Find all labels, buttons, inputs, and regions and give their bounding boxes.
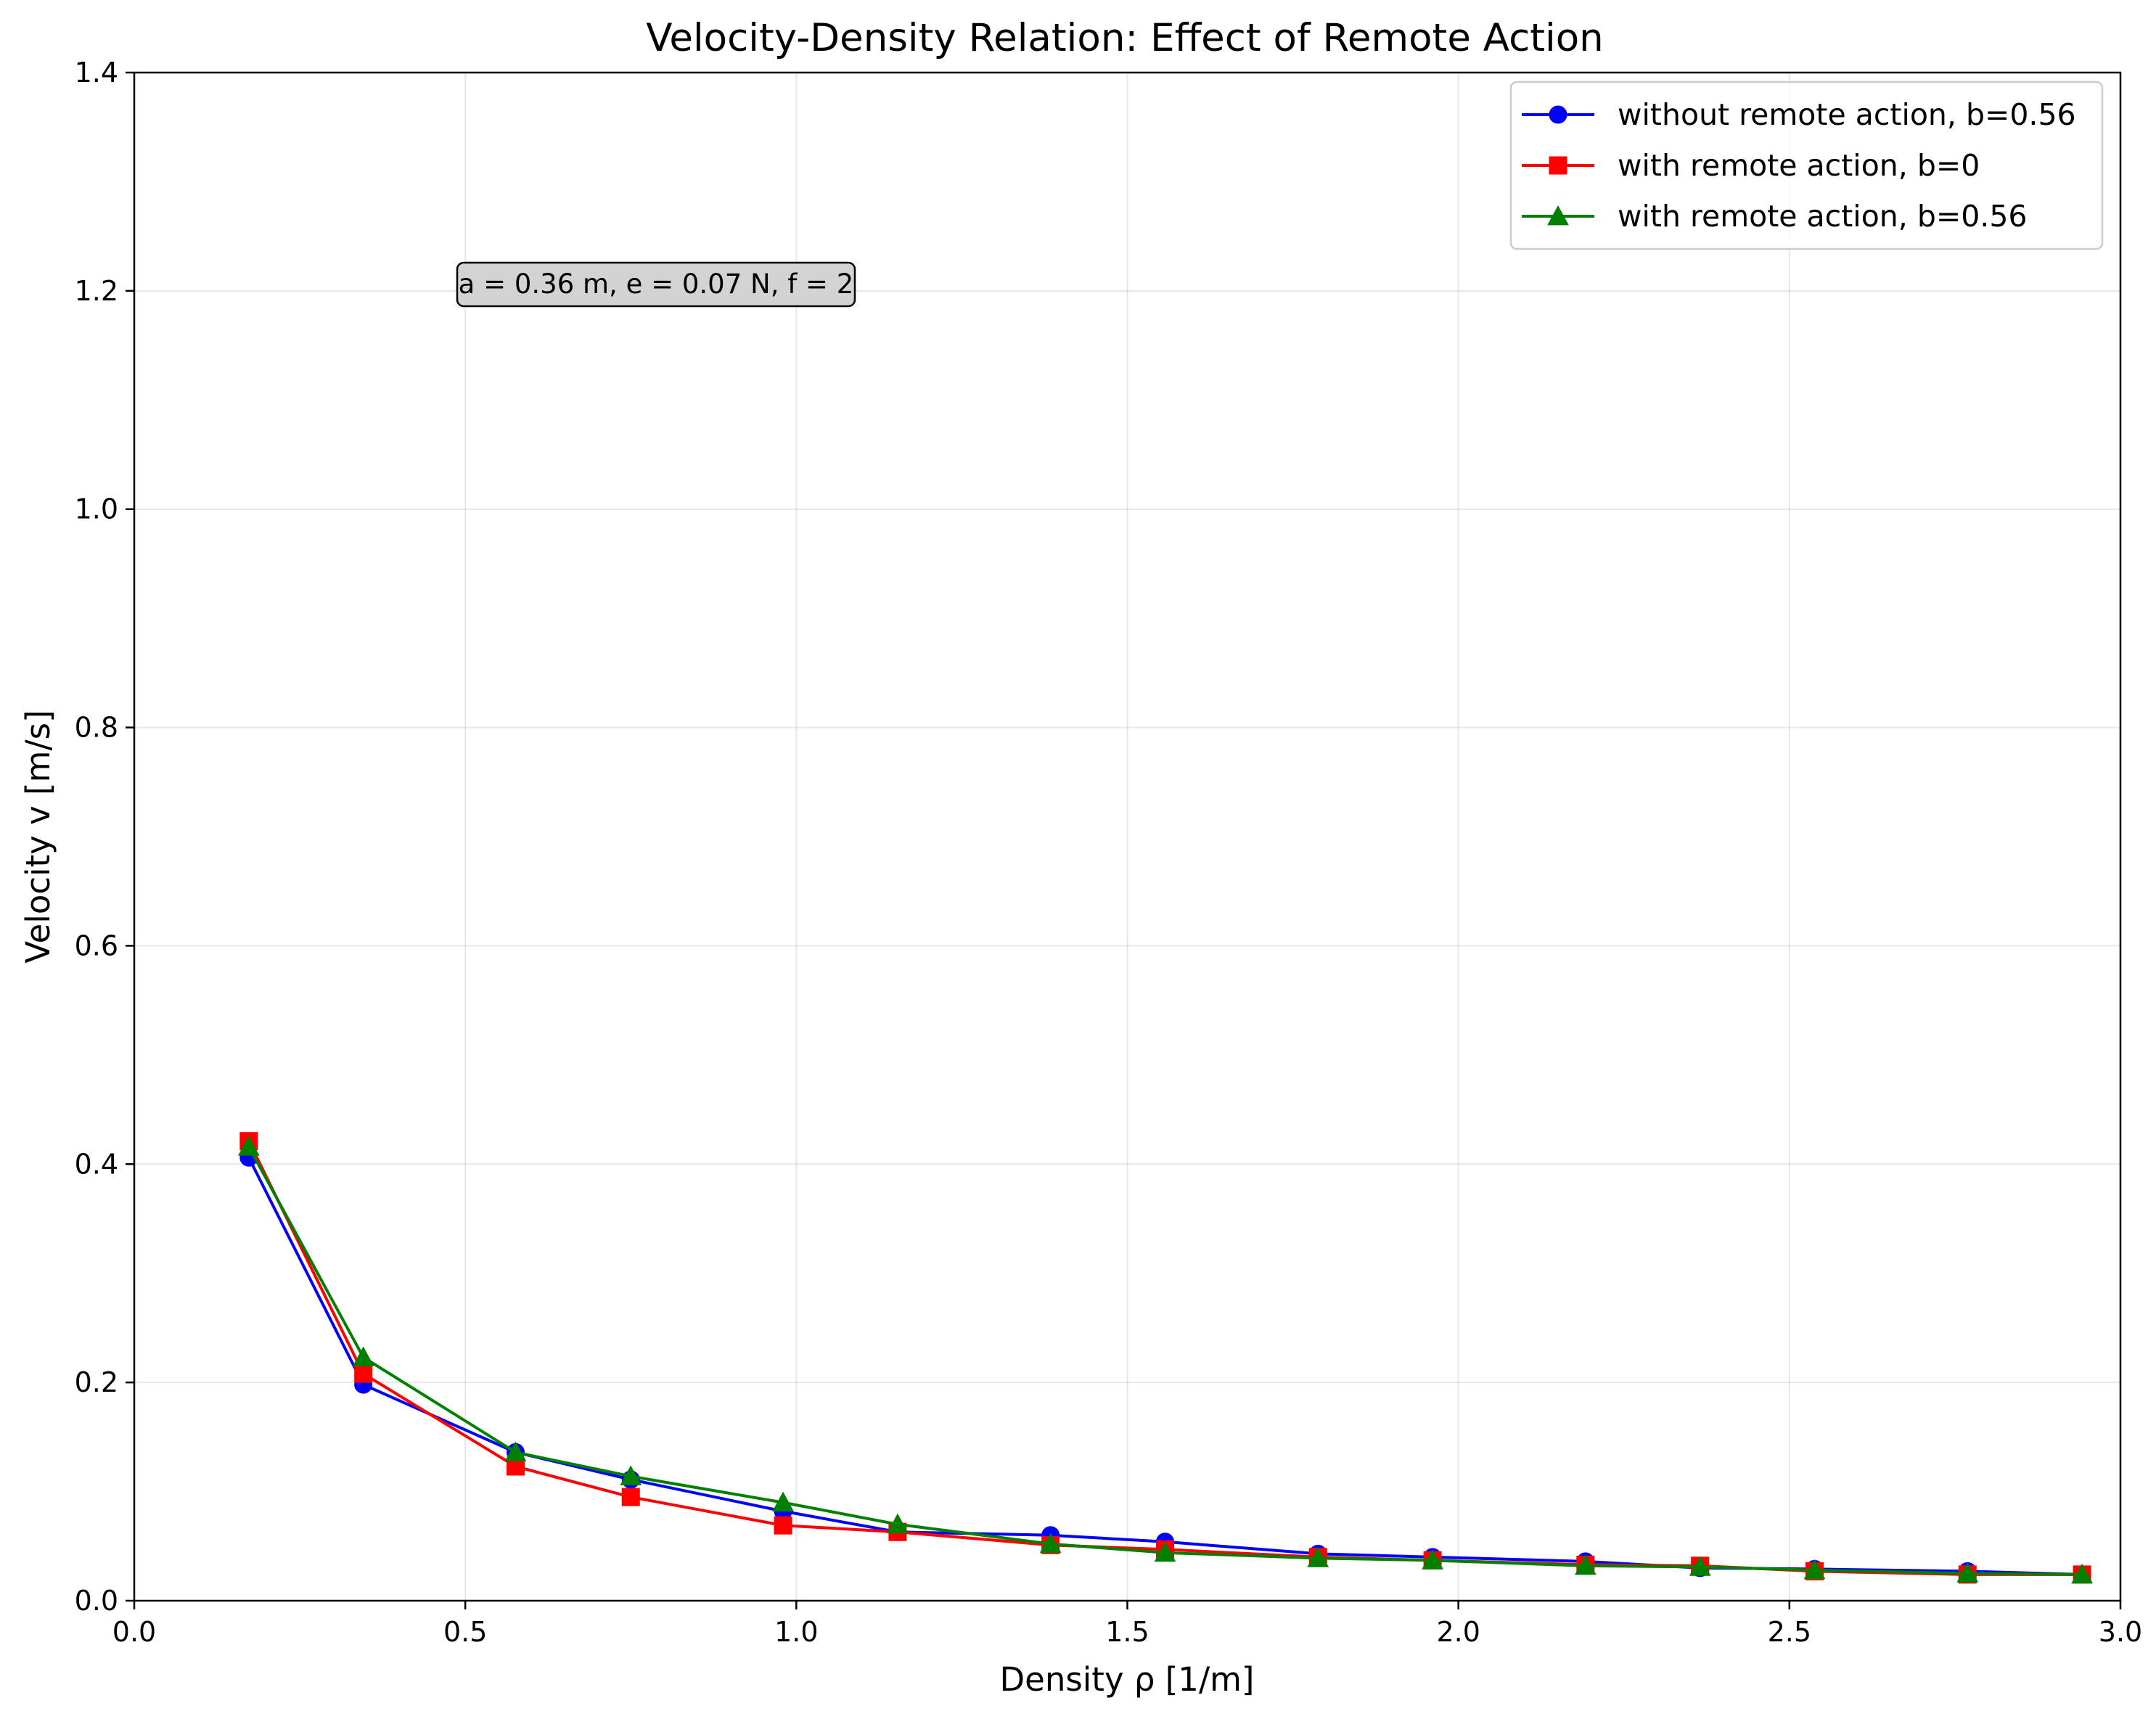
y-tick-label: 0.2 <box>75 1366 118 1398</box>
data-point <box>1689 1556 1711 1576</box>
x-tick-label: 2.5 <box>1768 1616 1811 1648</box>
data-point <box>2071 1563 2093 1584</box>
data-point <box>1574 1554 1596 1575</box>
legend: without remote action, b=0.56 with remote… <box>1509 81 2104 250</box>
x-axis-label: Density ρ [1/m] <box>1000 1660 1255 1699</box>
data-point <box>772 1491 794 1512</box>
data-point <box>1422 1549 1443 1570</box>
x-tick-label: 0.0 <box>112 1616 156 1648</box>
legend-entry: with remote action, b=0 <box>1522 148 1980 183</box>
x-tick-label: 1.5 <box>1105 1616 1149 1648</box>
y-tick-label: 1.4 <box>75 57 118 89</box>
data-point <box>237 1136 260 1156</box>
y-tick-label: 1.0 <box>75 493 118 525</box>
ticks: 0.0 0.5 1.0 1.5 2.0 2.5 3.0 0.0 0.2 0.4 0.6 0.8 1.0 1… <box>75 57 2143 1648</box>
legend-label: with remote action, b=0.56 <box>1618 199 2028 234</box>
legend-marker <box>1549 156 1567 175</box>
chart-title: Velocity-Density Relation: Effect of Rem… <box>646 16 1604 60</box>
data-point <box>1956 1562 1979 1583</box>
data-point <box>887 1513 909 1534</box>
legend-frame <box>1509 81 2104 250</box>
x-tick-label: 2.0 <box>1436 1616 1480 1648</box>
legend-entry: with remote action, b=0.56 <box>1522 199 2028 234</box>
annotation-text: a = 0.36 m, e = 0.07 N, f = 2 <box>459 268 854 300</box>
data-point <box>1154 1541 1176 1562</box>
data-point <box>621 1488 640 1506</box>
data-point <box>620 1465 642 1485</box>
data-point <box>354 1364 373 1383</box>
annotation-background <box>456 261 856 308</box>
data-point <box>1803 1559 1826 1580</box>
y-tick-label: 0.4 <box>75 1148 118 1180</box>
data-point <box>504 1441 527 1461</box>
x-tick-label: 1.0 <box>774 1616 818 1648</box>
y-axis-label: Velocity v [m/s] <box>19 710 57 963</box>
data-point <box>1039 1533 1062 1554</box>
y-tick-label: 0.6 <box>75 930 118 961</box>
data-point <box>774 1516 792 1535</box>
x-tick-label: 0.5 <box>443 1616 487 1648</box>
x-tick-label: 3.0 <box>2099 1616 2142 1648</box>
legend-entry: without remote action, b=0.56 <box>1522 97 2076 132</box>
y-tick-label: 0.0 <box>75 1585 118 1617</box>
series-layer <box>237 1132 2093 1584</box>
legend-label: with remote action, b=0 <box>1618 148 1980 183</box>
annotation-box: a = 0.36 m, e = 0.07 N, f = 2 <box>456 261 856 308</box>
data-point <box>1307 1547 1329 1567</box>
grid <box>134 72 2121 1601</box>
y-tick-label: 0.8 <box>75 712 118 744</box>
data-point <box>352 1346 374 1366</box>
legend-marker <box>1547 205 1569 226</box>
series-triangle-group <box>237 1136 2093 1584</box>
legend-label: without remote action, b=0.56 <box>1618 97 2076 132</box>
legend-marker <box>1549 105 1567 124</box>
y-tick-label: 1.2 <box>75 275 118 307</box>
